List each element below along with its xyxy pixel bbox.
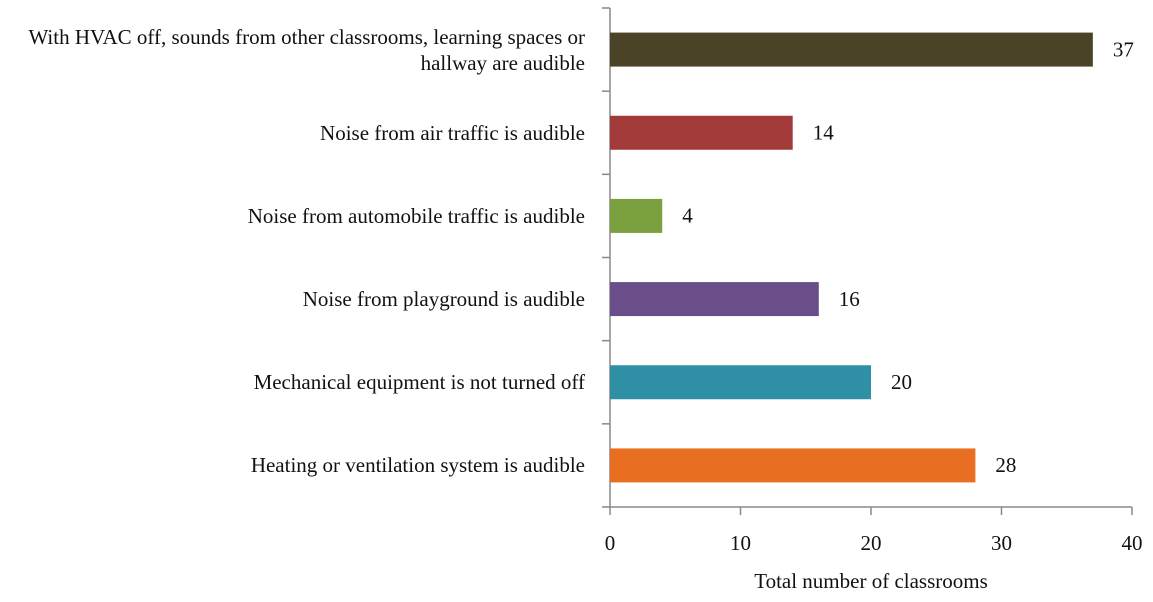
x-tick-label: 30	[991, 531, 1012, 555]
y-tick-label: Noise from automobile traffic is audible	[247, 203, 585, 228]
bar	[610, 198, 663, 233]
x-axis-title: Total number of classrooms	[754, 569, 988, 593]
bar	[610, 32, 1093, 67]
y-tick-label: Mechanical equipment is not turned off	[253, 370, 585, 395]
value-label: 37	[1113, 37, 1134, 61]
y-tick-label: Noise from air traffic is audible	[320, 120, 585, 145]
value-label: 20	[891, 370, 912, 394]
bar	[610, 115, 793, 150]
x-tick-label: 20	[861, 531, 882, 555]
x-tick-label: 10	[730, 531, 751, 555]
bar	[610, 365, 871, 400]
value-label: 28	[995, 453, 1016, 477]
bar	[610, 282, 819, 317]
value-label: 16	[839, 287, 860, 311]
value-label: 4	[682, 204, 693, 228]
x-tick-label: 0	[605, 531, 616, 555]
y-tick-label: Heating or ventilation system is audible	[250, 453, 585, 478]
y-tick-label: With HVAC off, sounds from other classro…	[28, 24, 585, 75]
bar	[610, 448, 976, 483]
value-label: 14	[813, 121, 835, 145]
y-tick-label: Noise from playground is audible	[302, 287, 585, 312]
x-tick-label: 40	[1122, 531, 1143, 555]
